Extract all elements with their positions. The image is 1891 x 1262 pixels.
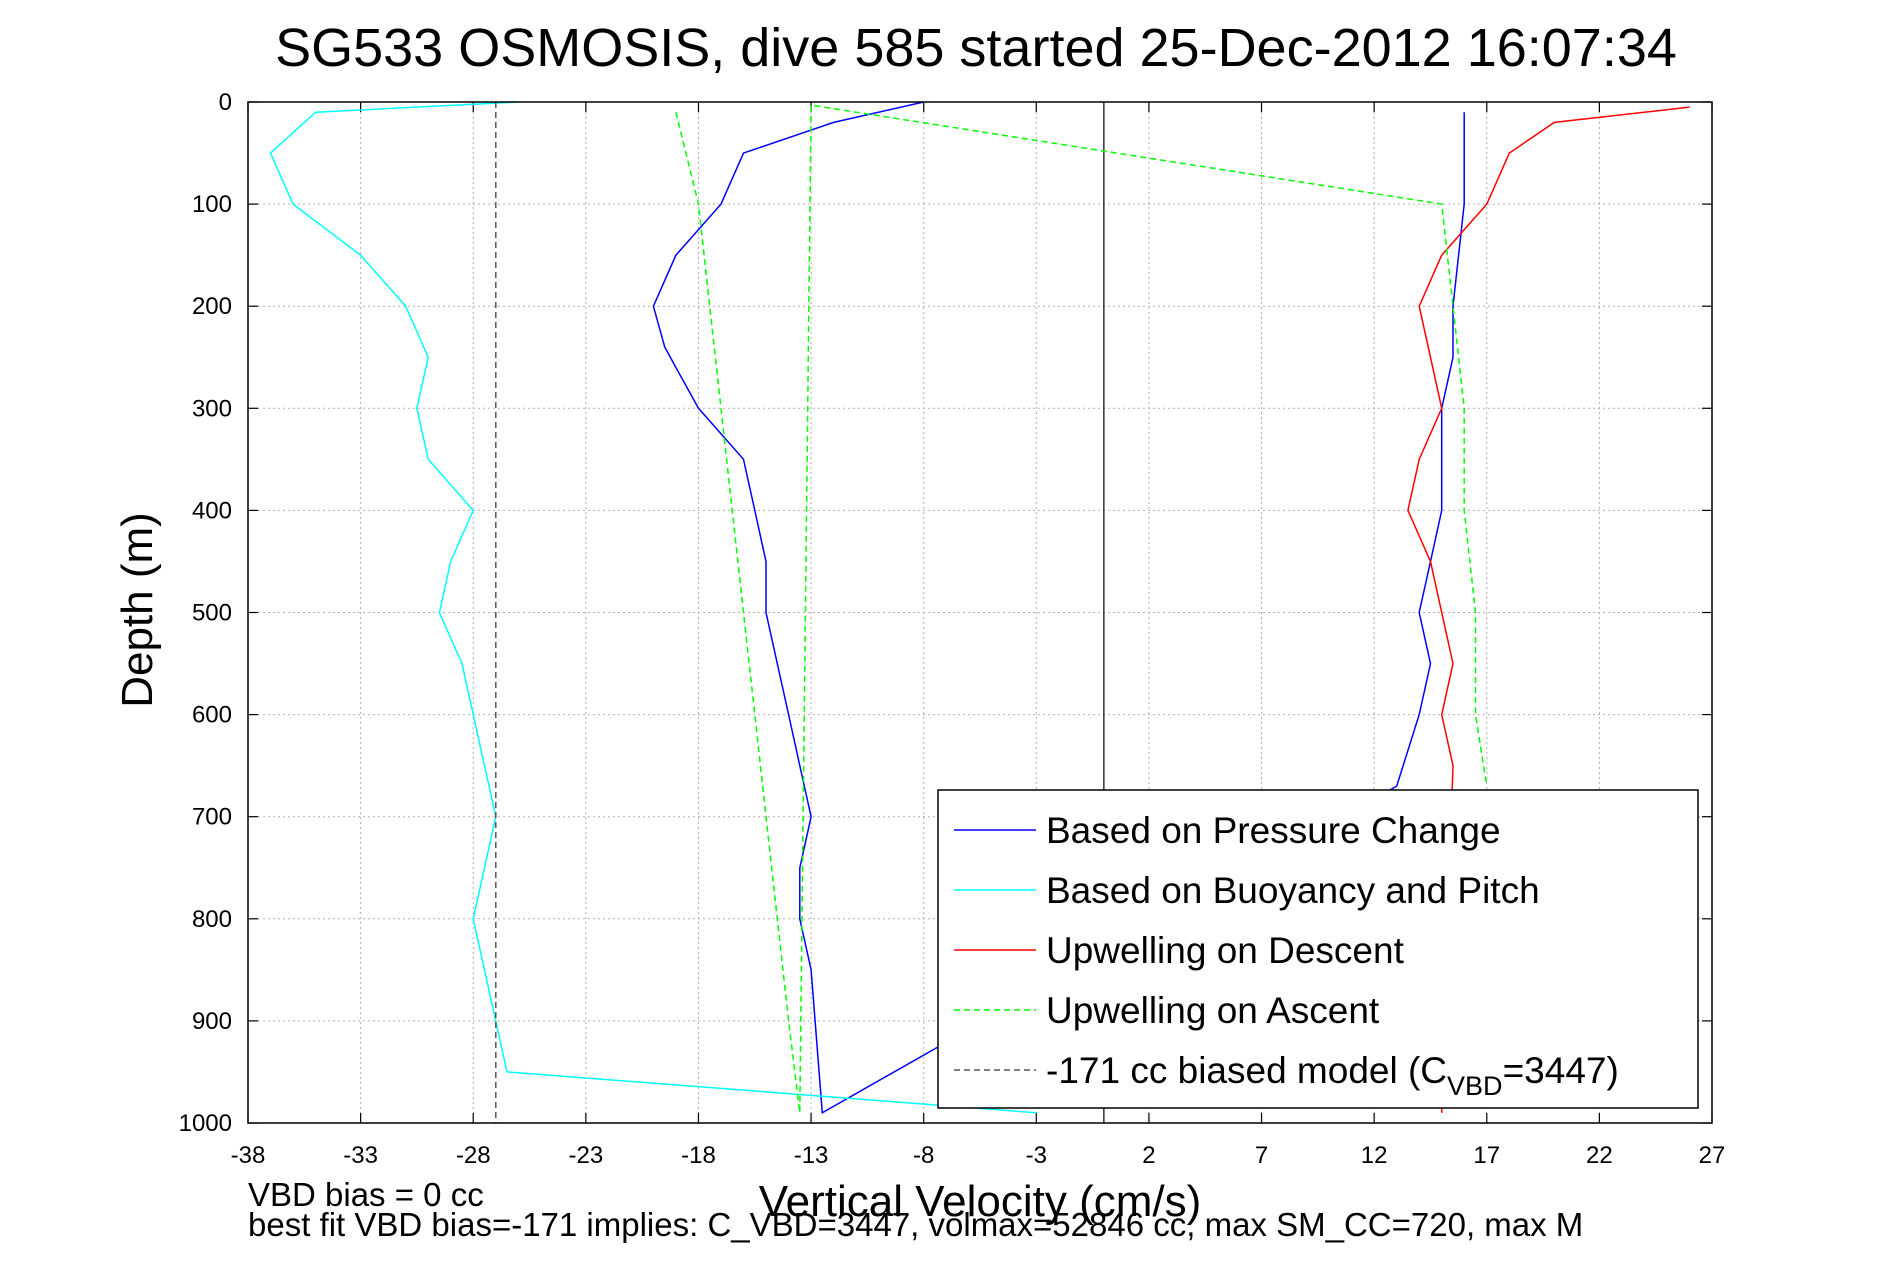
- legend-label-1: Based on Buoyancy and Pitch: [1046, 870, 1540, 911]
- series-line-0: [652, 101, 1465, 1115]
- y-axis-label: Depth (m): [113, 512, 162, 708]
- legend-label-suffix-4: =3447): [1503, 1050, 1619, 1091]
- series-line-3: [675, 104, 1488, 1113]
- tick-label-x-4: -18: [681, 1142, 716, 1169]
- tick-label-y-0: 0: [219, 89, 232, 116]
- tick-label-x-2: -28: [456, 1142, 491, 1169]
- tick-label-y-8: 800: [192, 906, 232, 933]
- tick-label-x-7: -3: [1026, 1142, 1047, 1169]
- annotation-vbd-bias: VBD bias = 0 cc: [248, 1176, 484, 1213]
- tick-label-x-9: 7: [1255, 1142, 1268, 1169]
- tick-label-x-0: -38: [231, 1142, 266, 1169]
- tick-label-y-4: 400: [192, 497, 232, 524]
- tick-label-y-2: 200: [192, 293, 232, 320]
- x-axis-label: Vertical Velocity (cm/s): [759, 1177, 1202, 1226]
- tick-label-y-5: 500: [192, 600, 232, 627]
- chart-title: SG533 OSMOSIS, dive 585 started 25-Dec-2…: [275, 18, 1677, 78]
- tick-label-y-3: 300: [192, 395, 232, 422]
- legend-box: [937, 789, 1699, 1109]
- tick-label-x-12: 22: [1586, 1142, 1613, 1169]
- tick-label-x-3: -23: [569, 1142, 604, 1169]
- legend-label-sub-4: VBD: [1447, 1071, 1503, 1101]
- tick-label-y-6: 600: [192, 702, 232, 729]
- tick-label-y-9: 900: [192, 1008, 232, 1035]
- tick-label-x-11: 17: [1473, 1142, 1500, 1169]
- tick-label-x-13: 27: [1699, 1142, 1726, 1169]
- tick-label-x-8: 2: [1142, 1142, 1155, 1169]
- plot-frame: [247, 101, 1713, 1124]
- legend-label-3: Upwelling on Ascent: [1046, 990, 1380, 1031]
- tick-label-x-6: -8: [913, 1142, 934, 1169]
- tick-label-y-10: 1000: [179, 1110, 232, 1137]
- tick-label-x-10: 12: [1361, 1142, 1388, 1169]
- tick-label-x-5: -13: [794, 1142, 829, 1169]
- legend-label-2: Upwelling on Descent: [1046, 930, 1405, 971]
- legend: Based on Pressure Change Based on Buoyanc…: [937, 789, 1699, 1109]
- tick-label-y-7: 700: [192, 804, 232, 831]
- series-line-2: [1407, 106, 1690, 1113]
- tick-label-x-1: -33: [343, 1142, 378, 1169]
- legend-label-0: Based on Pressure Change: [1046, 810, 1501, 851]
- annotation-best-fit: best fit VBD bias=-171 implies: C_VBD=34…: [248, 1206, 1584, 1243]
- annotations: VBD bias = 0 cc best fit VBD bias=-171 im…: [248, 1176, 1584, 1243]
- tick-label-y-1: 100: [192, 191, 232, 218]
- series-line-1: [269, 101, 1037, 1114]
